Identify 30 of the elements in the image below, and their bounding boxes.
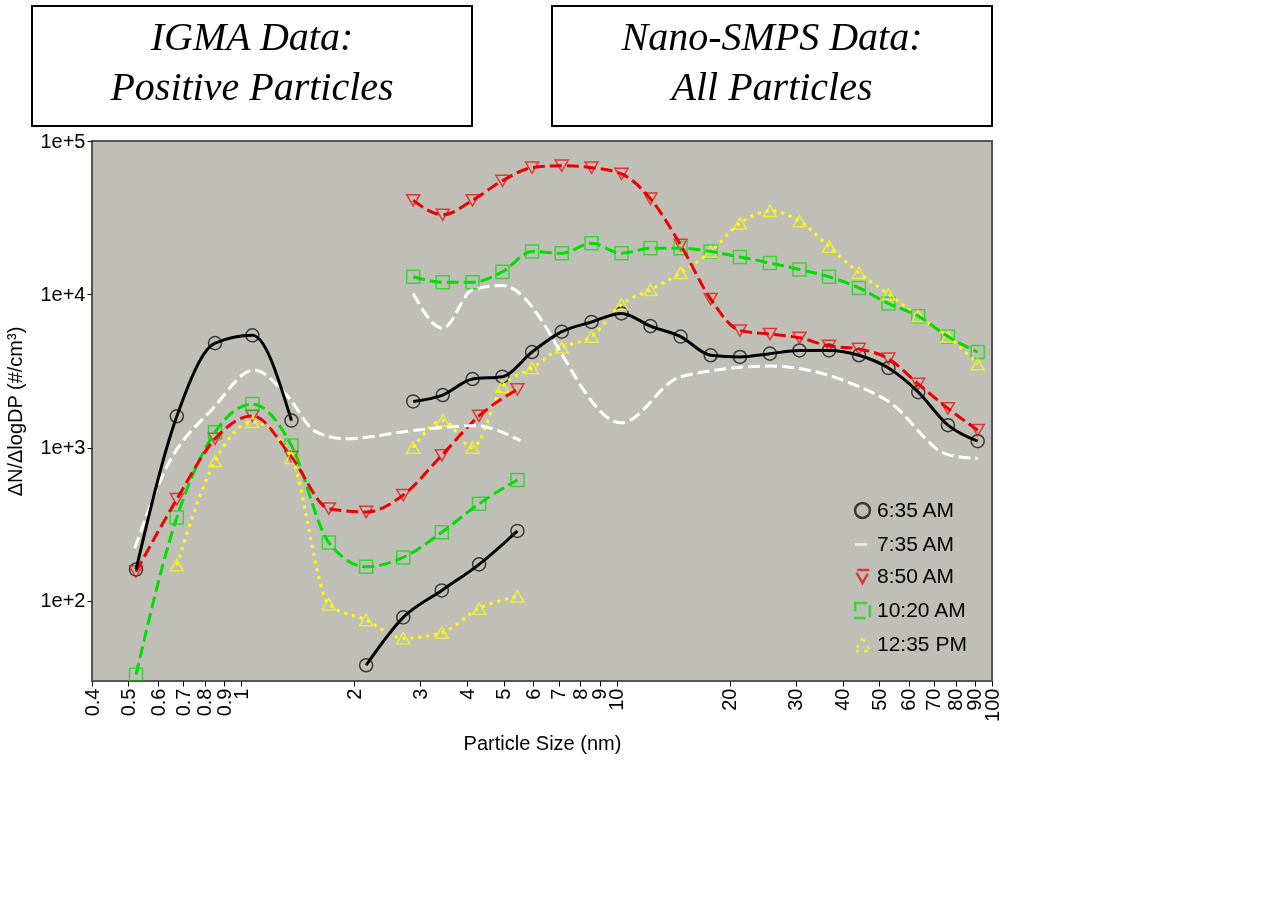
x-tick-label: 3 [408,688,431,700]
y-axis-title: ΔN/ΔlogDP (#/cm³) [4,326,27,497]
y-tick-label: 1e+2 [40,589,86,612]
x-tick-label: 50 [867,688,890,711]
legend-label: 6:35 AM [877,497,955,521]
x-axis-title: Particle Size (nm) [463,731,622,754]
y-tick-label: 1e+5 [40,129,86,152]
legend-label: 7:35 AM [877,531,955,555]
legend-label: 10:20 AM [877,597,966,621]
y-tick-label: 1e+3 [40,436,86,459]
x-tick-label: 40 [831,688,854,711]
x-tick-label: 2 [342,688,365,700]
x-tick-label: 0.7 [171,688,194,717]
x-tick-label: 5 [492,688,515,700]
x-tick-label: 70 [922,688,945,711]
x-tick-label: 6 [521,688,544,700]
text: IGMA Data: Positive Particles [109,14,394,109]
y-tick-label: 1e+4 [40,282,86,305]
text: Nano-SMPS Data: All Particles [620,14,923,109]
x-tick-label: 20 [718,688,741,711]
legend-label: 12:35 PM [877,631,967,655]
x-tick-label: 4 [455,688,478,700]
legend-label: 8:50 AM [877,563,955,587]
x-tick-label: 0.4 [80,688,103,717]
x-tick-label: 60 [897,688,920,711]
x-tick-label: 0.5 [116,688,139,717]
x-tick-label: 30 [784,688,807,711]
x-tick-label: 7 [547,688,570,700]
x-tick-label: 0.6 [146,688,169,717]
x-tick-label: 8 [568,688,591,700]
